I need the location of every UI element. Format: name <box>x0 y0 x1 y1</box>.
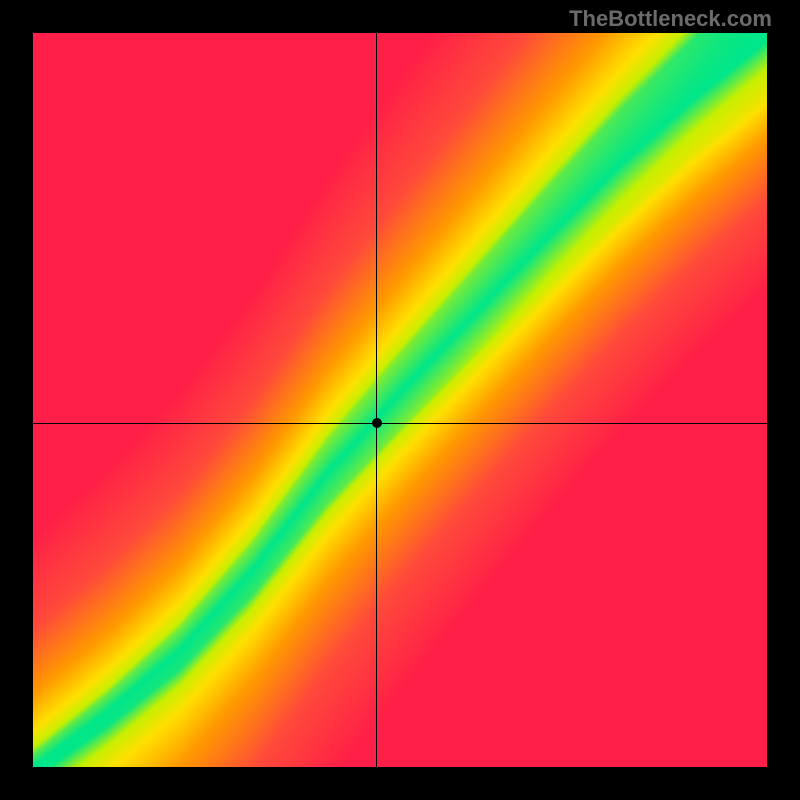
heatmap-canvas <box>33 33 767 767</box>
crosshair-vertical <box>376 33 377 767</box>
watermark-text: TheBottleneck.com <box>569 6 772 32</box>
crosshair-horizontal <box>33 423 767 424</box>
crosshair-marker-dot <box>372 418 382 428</box>
heatmap-plot <box>33 33 767 767</box>
